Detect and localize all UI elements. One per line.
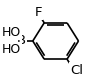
Text: HO: HO — [1, 43, 21, 56]
Text: HO: HO — [1, 26, 21, 39]
Text: F: F — [34, 6, 42, 19]
Text: B: B — [17, 35, 26, 47]
Text: Cl: Cl — [70, 64, 83, 77]
